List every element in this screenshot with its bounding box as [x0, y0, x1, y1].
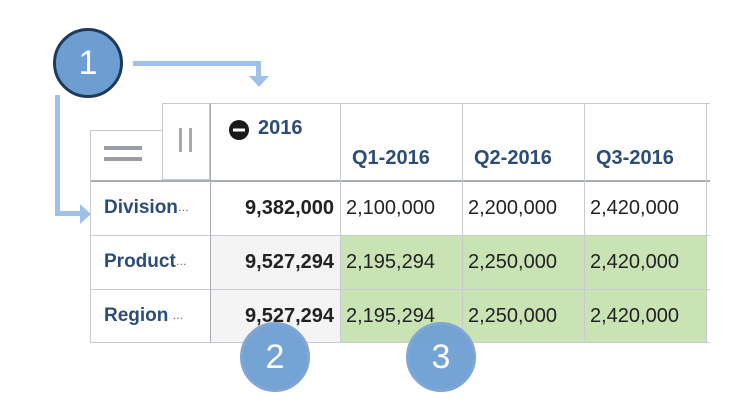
grid-line: [706, 103, 707, 343]
callout-2: 2: [240, 322, 310, 392]
arrow-down-icon: [249, 76, 269, 87]
grid-line: [210, 103, 211, 343]
grid-line: [90, 130, 91, 343]
row-header-division[interactable]: Division…: [104, 197, 189, 218]
quarter-header-3[interactable]: Q3-2016: [596, 146, 674, 169]
cell-region-q1: 2,195,294: [346, 304, 435, 327]
cell-division-q3: 2,420,000: [590, 196, 679, 219]
cell-division-q1: 2,100,000: [346, 196, 435, 219]
cell-region-q2: 2,250,000: [468, 304, 557, 327]
grid-line: [90, 180, 710, 182]
row-total-product: 9,527,294: [245, 250, 334, 273]
hamburger-icon[interactable]: [104, 146, 142, 162]
grid-line: [340, 103, 341, 343]
callout-1: 1: [53, 28, 123, 98]
grid-line: [90, 235, 710, 236]
column-drag-icon[interactable]: [179, 128, 193, 152]
callout-connector-left-right: [55, 211, 83, 216]
pivot-grid: 2016 Q1-2016 Q2-2016 Q3-2016 Division… 9…: [90, 103, 746, 343]
cell-product-q1: 2,195,294: [346, 250, 435, 273]
grid-line: [462, 103, 463, 343]
quarter-header-2[interactable]: Q2-2016: [474, 146, 552, 169]
cell-division-q2: 2,200,000: [468, 196, 557, 219]
grid-line: [210, 103, 710, 104]
callout-connector-left: [55, 95, 60, 215]
grid-line: [90, 289, 710, 290]
callout-3: 3: [406, 322, 476, 392]
row-total-division: 9,382,000: [245, 196, 334, 219]
arrow-right-icon: [80, 204, 91, 224]
row-header-product[interactable]: Product…: [104, 251, 187, 272]
grid-line: [90, 342, 710, 343]
grid-line: [584, 103, 585, 343]
cell-region-q3: 2,420,000: [590, 304, 679, 327]
quarter-header-1[interactable]: Q1-2016: [352, 146, 430, 169]
row-header-region[interactable]: Region…: [104, 305, 184, 326]
column-drag-handle[interactable]: [162, 103, 210, 180]
minus-circle-icon[interactable]: [229, 120, 249, 140]
cell-product-q2: 2,250,000: [468, 250, 557, 273]
row-total-region: 9,527,294: [245, 304, 334, 327]
callout-connector-top-down: [256, 61, 261, 79]
callout-connector-top: [133, 61, 261, 66]
year-header[interactable]: 2016: [258, 116, 303, 139]
cell-product-q3: 2,420,000: [590, 250, 679, 273]
